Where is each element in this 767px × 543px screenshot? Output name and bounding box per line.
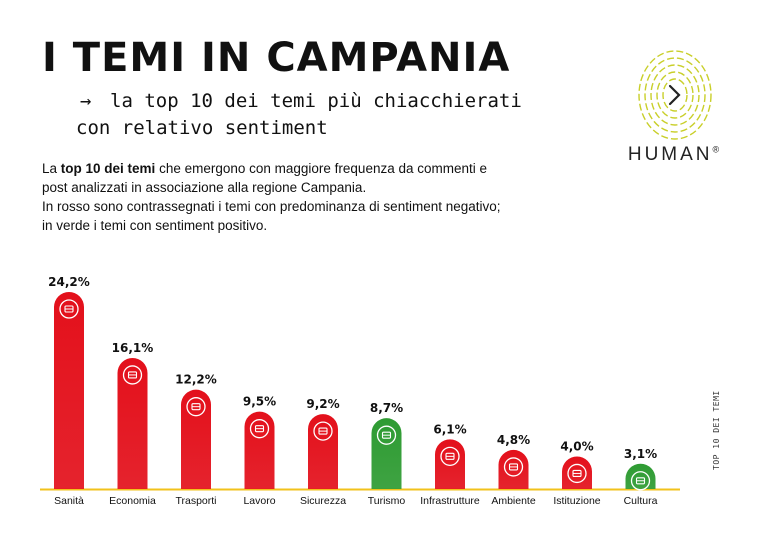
network-icon bbox=[567, 463, 587, 484]
chart-description: La top 10 dei temi che emergono con magg… bbox=[42, 159, 512, 235]
value-label-sicurezza: 9,2% bbox=[306, 397, 339, 411]
value-label-istituzione: 4,0% bbox=[560, 439, 593, 453]
shield-icon bbox=[313, 421, 333, 441]
value-label-trasporti: 12,2% bbox=[175, 373, 217, 387]
value-label-turismo: 8,7% bbox=[370, 401, 403, 415]
bar-cultura bbox=[625, 463, 656, 489]
category-label-istituzione: Istituzione bbox=[553, 495, 600, 507]
category-label-lavoro: Lavoro bbox=[243, 495, 275, 507]
category-label-sicurezza: Sicurezza bbox=[300, 495, 346, 507]
value-label-cultura: 3,1% bbox=[624, 447, 657, 461]
category-label-trasporti: Trasporti bbox=[175, 495, 216, 507]
health-icon bbox=[59, 299, 79, 319]
page-subtitle: → la top 10 dei temi più chiacchierati co… bbox=[76, 88, 596, 142]
briefcase-icon bbox=[249, 419, 270, 439]
subtitle-line-2: con relativo sentiment bbox=[76, 117, 328, 139]
plant-hand-icon bbox=[503, 457, 524, 477]
construction-icon bbox=[440, 446, 460, 466]
theater-icon bbox=[630, 471, 651, 491]
description-bold: top 10 dei temi bbox=[60, 161, 156, 176]
category-label-turismo: Turismo bbox=[368, 495, 406, 507]
value-label-sanita: 24,2% bbox=[48, 275, 90, 289]
description-text-2: che emergono con maggiore frequenza da c… bbox=[42, 161, 488, 195]
bar-economia bbox=[117, 357, 148, 489]
map-pin-icon bbox=[376, 425, 397, 445]
value-label-ambiente: 4,8% bbox=[497, 433, 530, 447]
bar-trasporti bbox=[181, 389, 211, 489]
coins-icon bbox=[122, 365, 143, 385]
category-label-cultura: Cultura bbox=[624, 495, 658, 507]
category-label-sanita: Sanità bbox=[54, 495, 84, 507]
category-label-economia: Economia bbox=[109, 495, 156, 507]
bar-sanita bbox=[54, 292, 84, 489]
value-label-infrastrutture: 6,1% bbox=[433, 422, 466, 436]
bar-lavoro bbox=[244, 411, 275, 489]
bar-istituzione bbox=[562, 456, 592, 489]
arrow-right-icon: → bbox=[80, 90, 92, 112]
human-logo: HUMAN® bbox=[620, 48, 730, 168]
bar-turismo bbox=[371, 418, 402, 489]
description-text-3: In rosso sono contrassegnati i temi con … bbox=[42, 199, 501, 233]
bar-sicurezza bbox=[308, 414, 338, 489]
description-text-1: La bbox=[42, 161, 61, 176]
train-icon bbox=[186, 397, 206, 417]
subtitle-line-1: la top 10 dei temi più chiacchierati bbox=[110, 90, 522, 112]
value-label-lavoro: 9,5% bbox=[243, 395, 276, 409]
fingerprint-icon bbox=[638, 50, 712, 140]
brand-name: HUMAN® bbox=[627, 144, 723, 165]
category-label-infrastrutture: Infrastrutture bbox=[420, 495, 480, 507]
page-title: I TEMI IN CAMPANIA bbox=[42, 35, 511, 81]
value-label-economia: 16,1% bbox=[112, 341, 154, 355]
category-label-ambiente: Ambiente bbox=[491, 495, 536, 507]
